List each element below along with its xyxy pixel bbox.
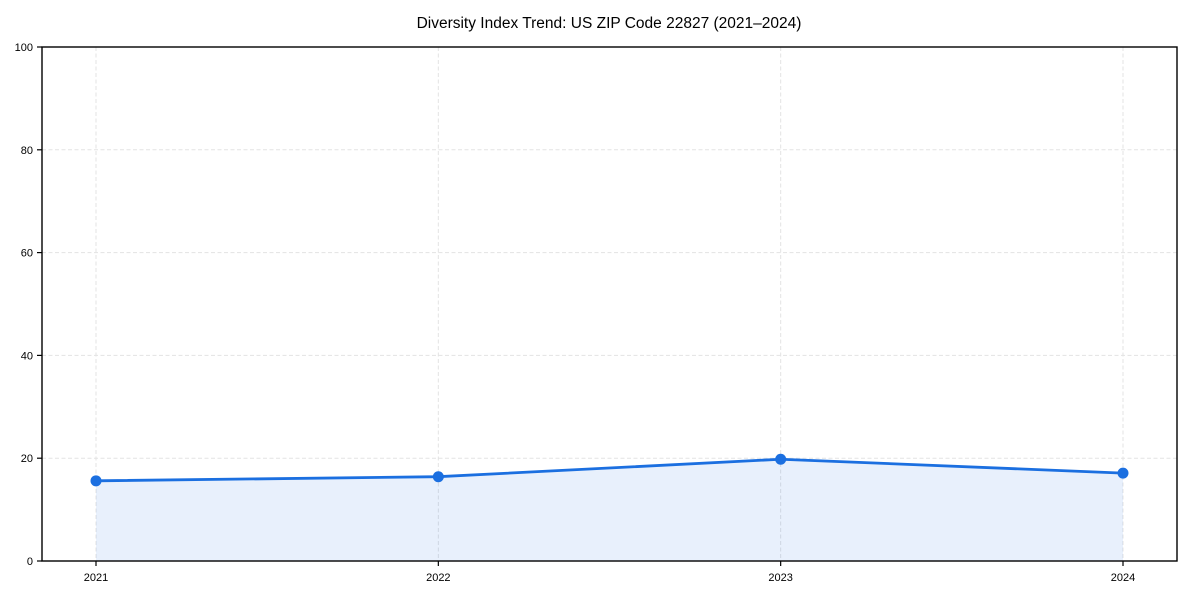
y-tick-label: 60	[21, 248, 33, 260]
x-tick-label: 2021	[84, 572, 108, 584]
x-tick-label: 2022	[426, 572, 450, 584]
trend-line	[94, 457, 1125, 483]
x-tick-label: 2024	[1111, 572, 1135, 584]
data-point-2023	[775, 453, 787, 465]
y-tick-label: 80	[21, 145, 33, 157]
data-point-2021	[90, 475, 102, 487]
area-fill	[96, 459, 1123, 561]
chart-title: Diversity Index Trend: US ZIP Code 22827…	[417, 15, 802, 32]
plot-area: 0 20 40 60 80 100 2021 2022 2023 2024	[15, 42, 1178, 584]
plot-frame	[41, 46, 1178, 562]
y-tick-label: 0	[27, 556, 33, 568]
data-point-2022	[432, 471, 444, 483]
y-tick-label: 20	[21, 453, 33, 465]
y-tick-label: 40	[21, 350, 33, 362]
x-tick-label: 2023	[768, 572, 792, 584]
data-point-2024	[1117, 467, 1129, 479]
y-tick-label: 100	[15, 42, 33, 54]
